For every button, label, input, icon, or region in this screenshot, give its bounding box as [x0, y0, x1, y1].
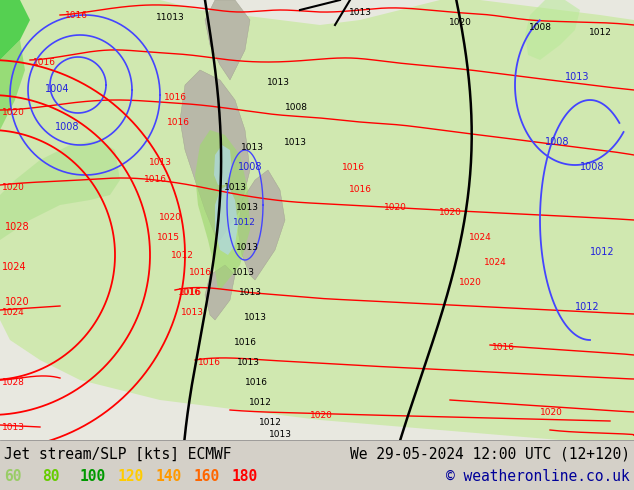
Polygon shape [0, 0, 30, 60]
Text: 1020: 1020 [158, 213, 181, 222]
Text: 1028: 1028 [5, 222, 30, 232]
Text: 1013: 1013 [224, 183, 247, 192]
Text: 1013: 1013 [231, 268, 254, 277]
Text: 1016: 1016 [143, 175, 167, 184]
Polygon shape [214, 145, 232, 185]
Text: 1008: 1008 [580, 162, 604, 172]
Text: 1013: 1013 [349, 8, 372, 17]
Text: 1020: 1020 [5, 297, 30, 307]
Text: 1020: 1020 [458, 278, 481, 287]
Text: 1008: 1008 [285, 103, 307, 112]
Polygon shape [195, 130, 250, 290]
Text: 100: 100 [80, 468, 107, 484]
Text: 1012: 1012 [259, 418, 281, 427]
Text: 1016: 1016 [65, 11, 88, 20]
Text: 1008: 1008 [545, 137, 569, 147]
Text: 1020: 1020 [540, 408, 563, 417]
Polygon shape [0, 40, 25, 130]
Text: 1013: 1013 [243, 313, 266, 322]
Text: 1016: 1016 [233, 338, 257, 347]
Text: 1020: 1020 [310, 411, 333, 420]
Text: 1016: 1016 [188, 268, 212, 277]
Text: 1012: 1012 [575, 302, 600, 312]
Text: 1012: 1012 [590, 247, 614, 257]
Text: 120: 120 [118, 468, 145, 484]
Text: 1013: 1013 [148, 158, 172, 167]
Text: 80: 80 [42, 468, 60, 484]
Text: 1016: 1016 [198, 358, 221, 367]
Text: 1024: 1024 [469, 233, 491, 242]
Text: 1020: 1020 [2, 108, 25, 117]
Text: © weatheronline.co.uk: © weatheronline.co.uk [446, 468, 630, 484]
Text: 1013: 1013 [235, 243, 259, 252]
Text: Jet stream/SLP [kts] ECMWF: Jet stream/SLP [kts] ECMWF [4, 446, 231, 462]
Text: 1024: 1024 [2, 308, 25, 317]
Text: 1028: 1028 [2, 378, 25, 387]
Text: 1013: 1013 [240, 143, 264, 152]
Polygon shape [205, 0, 250, 80]
Polygon shape [205, 265, 235, 320]
Text: 1016: 1016 [492, 343, 515, 352]
Text: 1013: 1013 [565, 72, 590, 82]
Text: 11013: 11013 [155, 13, 184, 22]
Text: 140: 140 [156, 468, 182, 484]
Text: 1012: 1012 [249, 398, 271, 407]
Text: 1020: 1020 [2, 183, 25, 192]
Polygon shape [0, 0, 634, 440]
Text: 1013: 1013 [236, 358, 259, 367]
Text: 1012: 1012 [233, 218, 256, 227]
Polygon shape [180, 70, 250, 240]
Polygon shape [215, 185, 238, 255]
Text: 1016: 1016 [245, 378, 268, 387]
Polygon shape [0, 140, 120, 240]
Text: 1013: 1013 [266, 78, 290, 87]
Text: 1013: 1013 [269, 430, 292, 439]
Text: 1015: 1015 [157, 233, 179, 242]
Text: 1013: 1013 [283, 138, 306, 147]
Text: 1012: 1012 [171, 251, 193, 260]
Text: 1013: 1013 [181, 308, 204, 317]
Text: 1016: 1016 [164, 93, 186, 102]
Text: 1016: 1016 [349, 185, 372, 194]
Polygon shape [525, 0, 580, 60]
Text: 1016: 1016 [178, 288, 201, 297]
Text: 1013: 1013 [238, 288, 261, 297]
Polygon shape [238, 170, 285, 280]
Text: 1004: 1004 [45, 84, 70, 94]
Text: 1012: 1012 [588, 28, 611, 37]
Text: 1016: 1016 [179, 288, 202, 297]
Text: 1008: 1008 [55, 122, 79, 132]
Text: 1024: 1024 [2, 262, 27, 272]
Text: 1016: 1016 [342, 163, 365, 172]
Text: 1013: 1013 [2, 423, 25, 432]
Text: 160: 160 [194, 468, 220, 484]
Text: We 29-05-2024 12:00 UTC (12+120): We 29-05-2024 12:00 UTC (12+120) [350, 446, 630, 462]
Text: 1024: 1024 [484, 258, 507, 267]
Text: 60: 60 [4, 468, 22, 484]
Text: 1020: 1020 [449, 18, 472, 27]
Text: 1008: 1008 [529, 23, 552, 32]
Text: 1016: 1016 [167, 118, 190, 127]
Text: 1013: 1013 [235, 203, 259, 212]
Text: 1020: 1020 [439, 208, 462, 217]
Text: 1020: 1020 [384, 203, 406, 212]
Text: 1008: 1008 [238, 162, 262, 172]
Text: 1016: 1016 [33, 58, 56, 67]
Text: 180: 180 [232, 468, 258, 484]
